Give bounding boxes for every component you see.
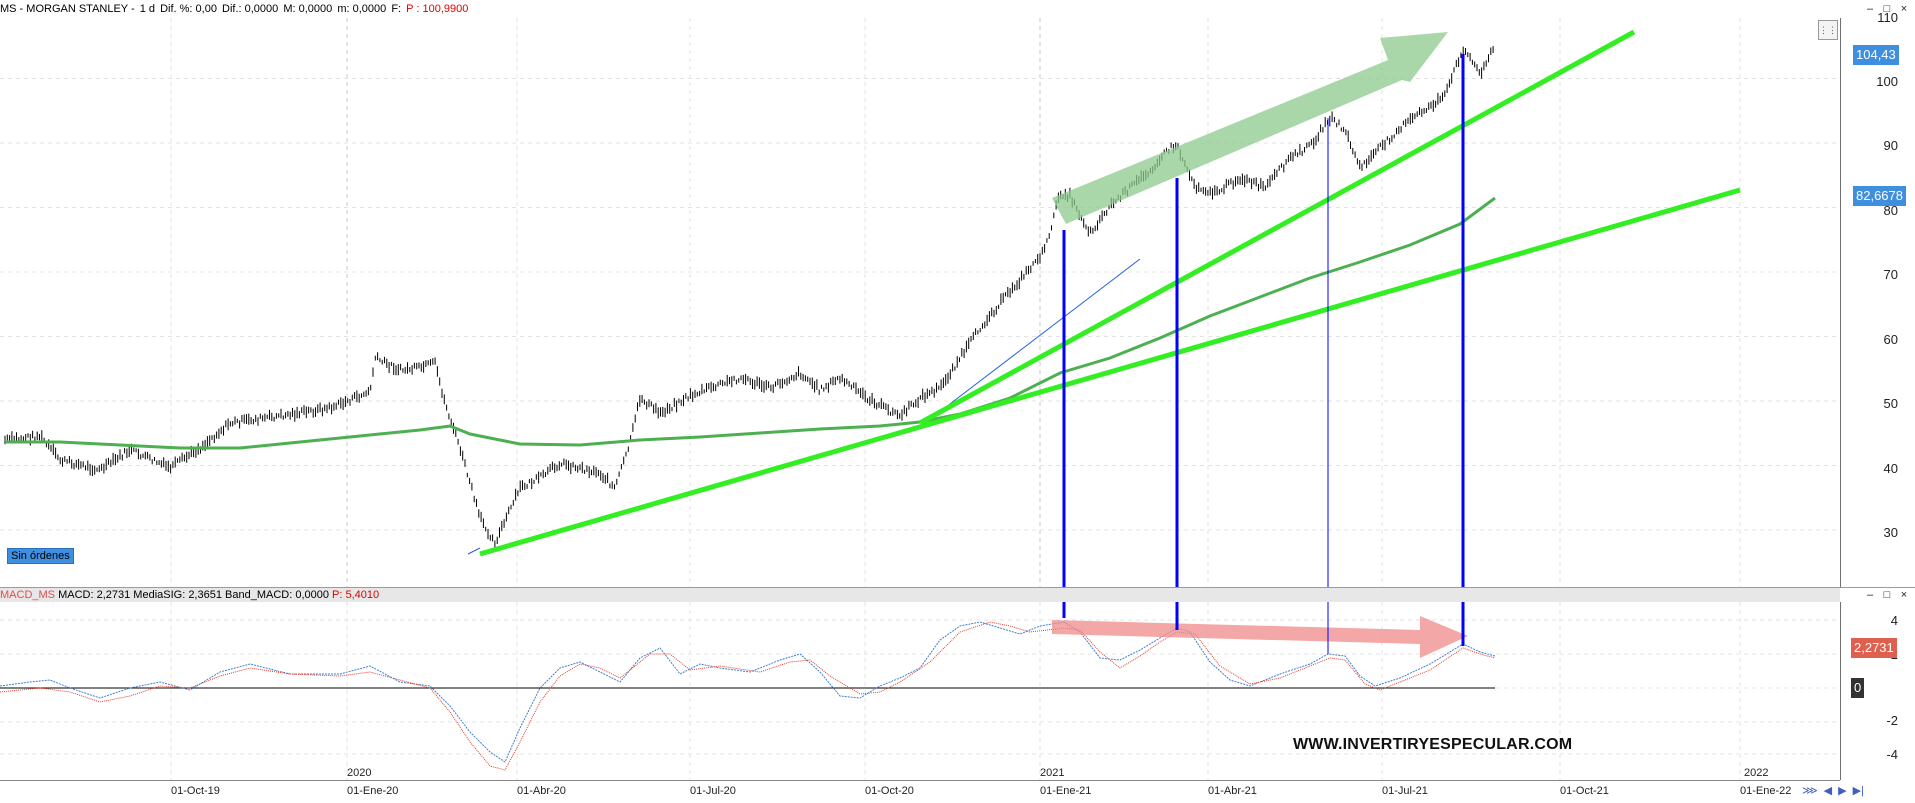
price-chart[interactable] <box>0 18 1840 588</box>
price-label: P : 100,9900 <box>406 3 469 15</box>
macd-pane-window-controls: – □ × <box>1863 589 1911 601</box>
panel-toggle-icon[interactable]: ⋮⋮ <box>1818 20 1838 40</box>
macd-chart[interactable] <box>0 602 1840 780</box>
date-tick: 01-Jul-21 <box>1382 785 1428 797</box>
scroll-left-icon[interactable]: ◀ <box>1823 785 1833 797</box>
close-icon[interactable]: × <box>1900 589 1908 601</box>
date-tick: 01-Ene-20 <box>347 785 399 797</box>
macd-tick: -2 <box>1886 713 1898 728</box>
macd-line <box>0 621 1496 763</box>
macd-tick: 4 <box>1890 613 1898 628</box>
macd-header: MACD_MS MACD: 2,2731 MediaSIG: 2,3651 Ba… <box>0 588 1840 602</box>
year-label: 2022 <box>1744 767 1769 779</box>
moving-average-tag: 82,6678 <box>1853 186 1906 206</box>
uptrend-arrow <box>1052 32 1448 224</box>
macd-tick: -4 <box>1886 747 1898 762</box>
min-label: m: 0,0000 <box>337 3 387 15</box>
long-term-trendline[interactable] <box>479 187 1741 557</box>
date-tick: 01-Oct-21 <box>1560 785 1609 797</box>
dif-label: Dif.: 0,0000 <box>222 3 279 15</box>
minimize-icon[interactable]: – <box>1866 3 1874 15</box>
year-label: 2021 <box>1040 767 1065 779</box>
scroll-right-icon[interactable]: ▶ <box>1838 785 1847 797</box>
date-axis: 01-Oct-19 01-Ene-20 01-Abr-20 01-Jul-20 … <box>0 780 1840 803</box>
close-icon[interactable]: × <box>1900 3 1908 15</box>
date-tick: 01-Abr-20 <box>517 785 566 797</box>
scroll-end-icon[interactable]: ▶| <box>1852 785 1864 797</box>
year-label: 2020 <box>347 767 372 779</box>
date-tick: 01-Ene-22 <box>1740 785 1792 797</box>
macd-downtrend-arrow <box>1052 616 1468 658</box>
maximize-icon[interactable]: □ <box>1883 3 1891 15</box>
macd-value: MACD: 2,2731 <box>58 589 131 601</box>
signal-value: MediaSIG: 2,3651 <box>133 589 222 601</box>
minimize-icon[interactable]: – <box>1866 589 1874 601</box>
pane-divider[interactable] <box>0 587 1915 588</box>
price-series <box>4 46 1494 550</box>
signal-line <box>0 621 1496 771</box>
price-tick: 30 <box>1883 525 1898 540</box>
price-tick: 90 <box>1883 138 1898 153</box>
dif-pct-label: Dif. %: 0,00 <box>160 3 217 15</box>
thin-blue-line-left <box>467 547 481 555</box>
date-tick: 01-Oct-20 <box>865 785 914 797</box>
macd-zero-tag: 0 <box>1851 678 1865 698</box>
max-label: M: 0,0000 <box>283 3 333 15</box>
macd-name: MACD_MS <box>0 589 56 601</box>
price-gridlines <box>0 18 1840 588</box>
symbol-label: MS - MORGAN STANLEY - <box>0 3 135 15</box>
chart-header: MS - MORGAN STANLEY - 1 d Dif. %: 0,00 D… <box>0 0 1840 18</box>
price-axis: 110 100 90 80 70 60 50 40 30 104,43 82,6… <box>1840 10 1915 588</box>
f-label: F: <box>391 3 402 15</box>
scroll-zoom-icon[interactable]: ⋙ <box>1802 785 1818 797</box>
orders-badge[interactable]: Sin órdenes <box>7 548 74 564</box>
price-tick: 70 <box>1883 267 1898 282</box>
date-tick: 01-Jul-20 <box>690 785 736 797</box>
price-pane-window-controls: – □ × <box>1863 3 1911 15</box>
price-tick: 60 <box>1883 332 1898 347</box>
date-tick: 01-Ene-21 <box>1040 785 1092 797</box>
date-tick: 01-Oct-19 <box>171 785 220 797</box>
upper-trendline[interactable] <box>918 29 1636 426</box>
price-tick: 100 <box>1876 74 1898 89</box>
moving-average-line <box>5 196 1496 450</box>
thin-blue-line-mid <box>924 258 1141 424</box>
website-watermark: WWW.INVERTIRYESPECULAR.COM <box>1293 736 1573 753</box>
macd-value-tag: 2,2731 <box>1851 638 1897 658</box>
scroll-controls: ⋙ ◀ ▶ ▶| <box>1802 784 1864 797</box>
price-tick: 50 <box>1883 396 1898 411</box>
maximize-icon[interactable]: □ <box>1883 589 1891 601</box>
price-tick: 110 <box>1877 10 1898 25</box>
band-value: Band_MACD: 0,0000 <box>225 589 329 601</box>
interval-label: 1 d <box>139 3 156 15</box>
macd-p-value: P: 5,4010 <box>332 589 380 601</box>
date-tick: 01-Abr-21 <box>1208 785 1257 797</box>
last-price-tag: 104,43 <box>1853 45 1899 65</box>
price-tick: 40 <box>1883 461 1898 476</box>
price-tick: 80 <box>1883 203 1898 218</box>
macd-axis: 4 2 -2 -4 2,2731 0 <box>1840 602 1915 780</box>
